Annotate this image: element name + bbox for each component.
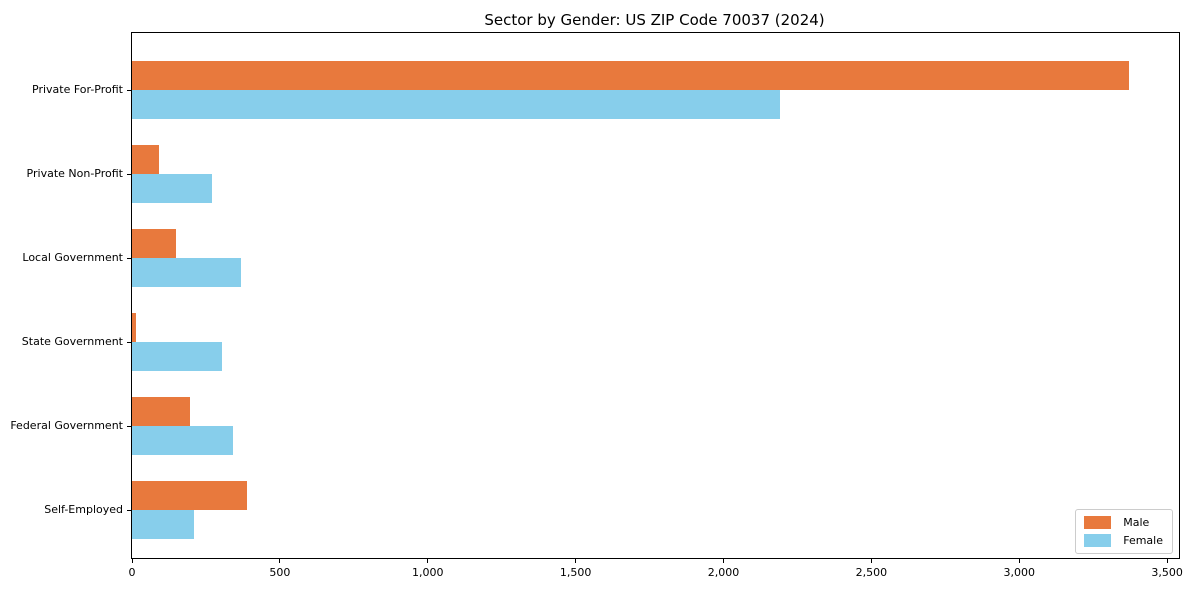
x-tick-mark — [279, 559, 281, 563]
y-tick-label-local-government: Local Government — [22, 251, 123, 264]
x-tick-mark — [427, 559, 429, 563]
chart-title: Sector by Gender: US ZIP Code 70037 (202… — [484, 11, 825, 29]
x-tick-label: 0 — [128, 566, 136, 579]
bar-female-private-for-profit — [132, 90, 780, 119]
y-tick-mark — [127, 258, 131, 259]
bar-female-federal-government — [132, 426, 233, 455]
y-tick-mark — [127, 510, 131, 511]
y-tick-label-self-employed: Self-Employed — [44, 503, 123, 516]
x-tick-mark — [723, 559, 725, 563]
x-tick-mark — [1018, 559, 1020, 563]
bar-male-self-employed — [132, 481, 248, 510]
legend: Male Female — [1075, 509, 1173, 554]
y-tick-mark — [127, 174, 131, 175]
x-tick-label: 1,500 — [559, 566, 592, 579]
y-tick-label-private-non-profit: Private Non-Profit — [26, 167, 123, 180]
legend-label-male: Male — [1123, 516, 1150, 529]
y-tick-label-federal-government: Federal Government — [10, 419, 123, 432]
bar-male-private-for-profit — [132, 61, 1129, 90]
x-tick-mark — [1166, 559, 1168, 563]
x-tick-label: 2,000 — [707, 566, 740, 579]
x-tick-label: 1,000 — [412, 566, 444, 579]
x-tick-label: 500 — [269, 566, 291, 579]
bar-male-local-government — [132, 229, 177, 258]
y-tick-mark — [127, 426, 131, 427]
legend-swatch-male — [1084, 516, 1112, 529]
legend-item-male: Male — [1084, 516, 1163, 529]
bar-male-state-government — [132, 313, 137, 342]
y-tick-mark — [127, 90, 131, 91]
bar-male-private-non-profit — [132, 145, 159, 174]
bar-female-state-government — [132, 342, 223, 371]
bar-female-private-non-profit — [132, 174, 212, 203]
y-tick-label-state-government: State Government — [21, 335, 123, 348]
x-tick-label: 2,500 — [855, 566, 888, 579]
legend-item-female: Female — [1084, 534, 1163, 547]
plot-area: Male Female 0 500 1,000 1,500 2,000 2,500 3,000… — [10, 32, 1183, 579]
legend-swatch-female — [1084, 534, 1112, 547]
x-tick-mark — [575, 559, 577, 563]
x-tick-label: 3,000 — [1003, 566, 1036, 579]
bar-male-federal-government — [132, 397, 190, 426]
x-tick-mark — [131, 559, 133, 563]
bar-female-local-government — [132, 258, 242, 287]
x-tick-mark — [870, 559, 872, 563]
bar-female-self-employed — [132, 510, 195, 539]
y-tick-mark — [127, 342, 131, 343]
legend-label-female: Female — [1123, 534, 1163, 547]
x-tick-label: 3,500 — [1151, 566, 1183, 579]
y-tick-label-private-for-profit: Private For-Profit — [32, 83, 123, 96]
